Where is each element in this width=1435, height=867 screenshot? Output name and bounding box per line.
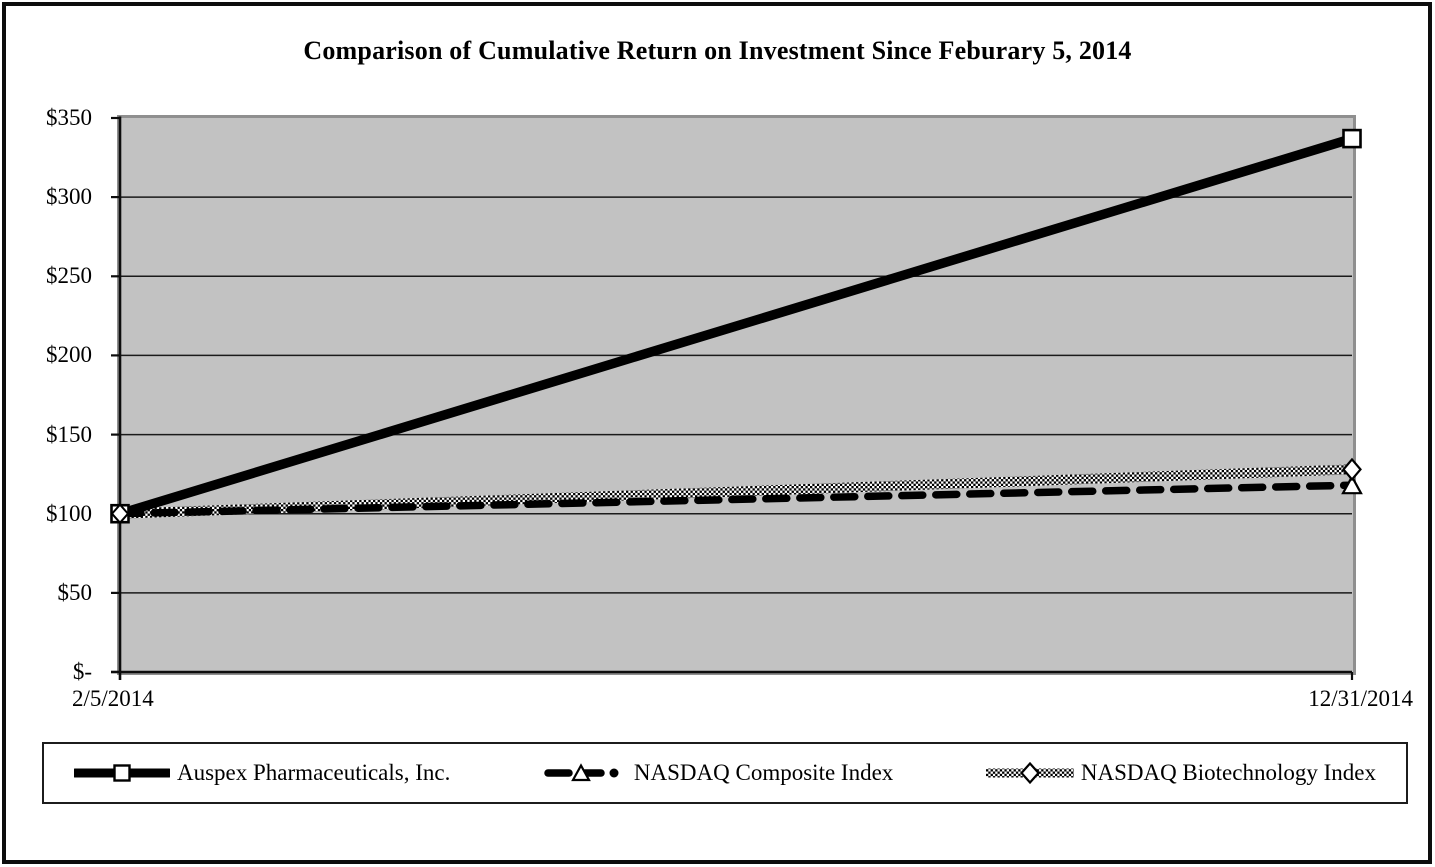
plot-area xyxy=(117,115,1356,675)
series-line-auspex xyxy=(115,133,1357,519)
marker-diamond-biotech-end xyxy=(1342,457,1362,482)
marker-start-overlapping xyxy=(110,503,130,525)
legend-label: Auspex Pharmaceuticals, Inc. xyxy=(177,760,451,785)
y-axis-label: $300 xyxy=(46,184,92,210)
y-axis-label: $250 xyxy=(46,263,92,289)
legend-label: NASDAQ Composite Index xyxy=(633,760,894,785)
y-axis-label: $100 xyxy=(46,500,92,526)
x-axis-label-start: 2/5/2014 xyxy=(72,686,154,711)
legend-item-auspex: Auspex Pharmaceuticals, Inc. xyxy=(74,760,450,786)
marker-square-auspex-end xyxy=(1342,128,1362,149)
legend: Auspex Pharmaceuticals, Inc. NASDAQ Comp… xyxy=(42,742,1408,804)
x-axis-label-end: 12/31/2014 xyxy=(1308,686,1413,711)
y-axis-label: $350 xyxy=(46,105,92,130)
legend-sample-dash-triangle-icon xyxy=(544,763,619,782)
legend-item-nasdaq-composite: NASDAQ Composite Index xyxy=(543,760,893,786)
marker-triangle-composite-end xyxy=(1341,474,1363,495)
legend-label: NASDAQ Biotechnology Index xyxy=(1080,760,1376,785)
chart-title: Comparison of Cumulative Return on Inves… xyxy=(303,36,1132,65)
y-axis-label: $200 xyxy=(46,342,92,368)
y-axis-label: $- xyxy=(72,659,92,684)
y-axis-label: $50 xyxy=(57,579,93,605)
legend-sample-checker-diamond-icon xyxy=(985,761,1074,785)
legend-item-nasdaq-biotechnology: NASDAQ Biotechnology Index xyxy=(985,760,1376,786)
legend-sample-solid-square-icon xyxy=(74,764,170,782)
chart-canvas xyxy=(110,116,1363,680)
gridlines xyxy=(120,196,1352,594)
series-line-nasdaq-composite xyxy=(116,481,1356,518)
y-axis-label: $150 xyxy=(46,421,92,447)
